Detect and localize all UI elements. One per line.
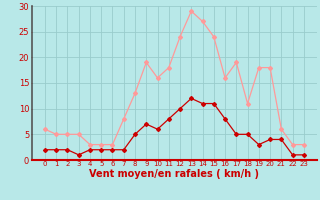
X-axis label: Vent moyen/en rafales ( km/h ): Vent moyen/en rafales ( km/h )	[89, 169, 260, 179]
